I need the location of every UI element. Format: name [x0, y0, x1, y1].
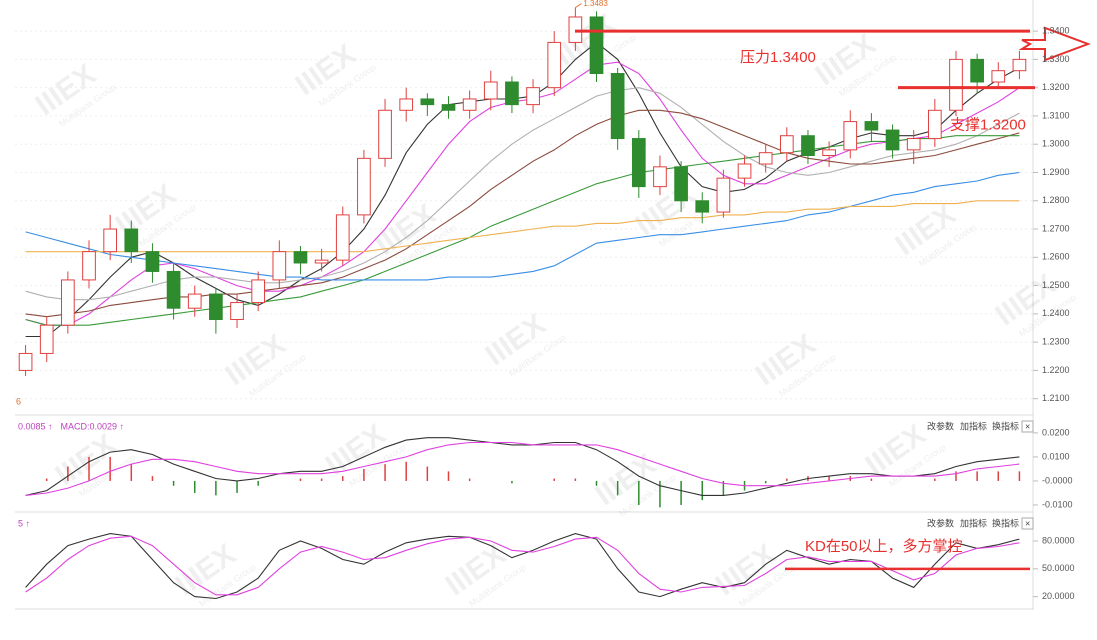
close-box: [1021, 420, 1034, 433]
candle-body: [230, 302, 244, 321]
candle-body: [209, 293, 223, 321]
candle-body: [272, 251, 287, 281]
max-label: 1.3483: [583, 0, 608, 8]
arrow-icon: [1018, 26, 1091, 62]
y-tick-label: 1.2300: [1042, 337, 1070, 347]
candle-body: [399, 98, 414, 111]
y-tick-label: 20.0000: [1042, 591, 1075, 601]
panel-button: 改参数: [927, 517, 954, 528]
y-tick-label: 1.3300: [1042, 54, 1070, 64]
candle-body: [378, 109, 392, 159]
y-tick-label: 1.2900: [1042, 167, 1070, 177]
candle-body: [547, 41, 562, 89]
panel-button: ×: [1025, 421, 1030, 431]
candle-body: [653, 166, 667, 188]
y-tick-label: 0.0100: [1042, 451, 1070, 461]
indicator-line: [25, 200, 1020, 253]
indicator-line: [25, 437, 1020, 496]
y-tick-label: 80.0000: [1042, 535, 1075, 545]
panel-button: 加指标: [960, 420, 987, 431]
y-tick-label: 0.0200: [1042, 427, 1070, 437]
y-tick-label: 1.2100: [1042, 393, 1070, 403]
candle-body: [779, 135, 794, 154]
indicator-header: MACD:0.0029 ↑: [61, 421, 125, 431]
y-tick-label: 1.3000: [1042, 139, 1070, 149]
panel-button: 改参数: [927, 420, 954, 431]
y-tick-label: 1.2500: [1042, 280, 1070, 290]
indicator-header: 5 ↑: [18, 518, 30, 528]
candle-body: [737, 163, 752, 179]
candle-body: [526, 87, 540, 106]
y-tick-label: 1.3400: [1042, 25, 1070, 35]
candle-body: [801, 135, 815, 157]
y-tick-label: 1.3100: [1042, 110, 1070, 120]
candle-body: [589, 16, 604, 75]
candle-body: [103, 228, 117, 253]
candle-body: [124, 228, 139, 253]
candle-body: [631, 138, 646, 188]
candle-body: [483, 81, 498, 100]
candle-body: [251, 279, 266, 304]
support-label: 支撑1.3200: [950, 117, 1026, 134]
candle-body: [420, 98, 435, 106]
candle-body: [758, 152, 773, 165]
candle-body: [314, 259, 329, 264]
candle-body: [335, 214, 350, 261]
candle-body: [357, 157, 371, 216]
y-tick-label: 1.2700: [1042, 223, 1070, 233]
corner-label: 6: [16, 396, 21, 406]
candle-body: [928, 109, 942, 140]
candle-body: [716, 177, 731, 213]
candle-body: [187, 293, 202, 309]
reference-label: KD在50以上，多方掌控: [805, 538, 963, 555]
candle-body: [885, 129, 900, 151]
max-pointer: [575, 3, 582, 9]
candle-body: [695, 200, 710, 213]
y-tick-label: -0.0000: [1042, 475, 1073, 485]
y-tick-label: 1.3200: [1042, 82, 1070, 92]
candle-body: [441, 104, 456, 111]
indicator-line: [25, 441, 1020, 496]
close-box: [1021, 517, 1034, 530]
candle-body: [864, 121, 879, 131]
panel-button: 加指标: [960, 517, 987, 528]
candle-body: [906, 138, 921, 151]
y-tick-label: 1.2400: [1042, 308, 1070, 318]
candle-body: [991, 70, 1006, 83]
candle-body: [39, 324, 54, 354]
candle-body: [949, 58, 963, 111]
candle-body: [822, 149, 836, 157]
candle-body: [18, 352, 33, 371]
candle-body: [145, 251, 160, 272]
candle-body: [843, 121, 858, 151]
indicator-line: [25, 535, 1020, 596]
resistance-label: 压力1.3400: [740, 49, 816, 66]
y-tick-label: -0.0100: [1042, 499, 1073, 509]
y-tick-label: 50.0000: [1042, 563, 1075, 573]
candle-body: [970, 58, 984, 83]
candle-body: [674, 166, 688, 202]
candle-body: [1012, 58, 1027, 72]
candle-body: [82, 251, 96, 281]
indicator-line: [25, 533, 1020, 600]
candle-body: [293, 251, 308, 264]
y-tick-label: 1.2600: [1042, 252, 1070, 262]
y-tick-label: 1.2800: [1042, 195, 1070, 205]
candle-body: [166, 270, 181, 309]
panel-button: 换指标: [992, 517, 1019, 528]
indicator-line: [25, 87, 1020, 301]
candle-body: [61, 279, 75, 326]
y-tick-label: 1.2200: [1042, 365, 1070, 375]
candle-body: [610, 73, 625, 140]
candle-body: [505, 81, 519, 106]
panel-button: 换指标: [992, 420, 1019, 431]
indicator-line: [25, 171, 1020, 281]
candle-body: [462, 98, 477, 111]
indicator-header: 0.0085 ↑: [18, 421, 53, 431]
panel-button: ×: [1025, 518, 1030, 528]
